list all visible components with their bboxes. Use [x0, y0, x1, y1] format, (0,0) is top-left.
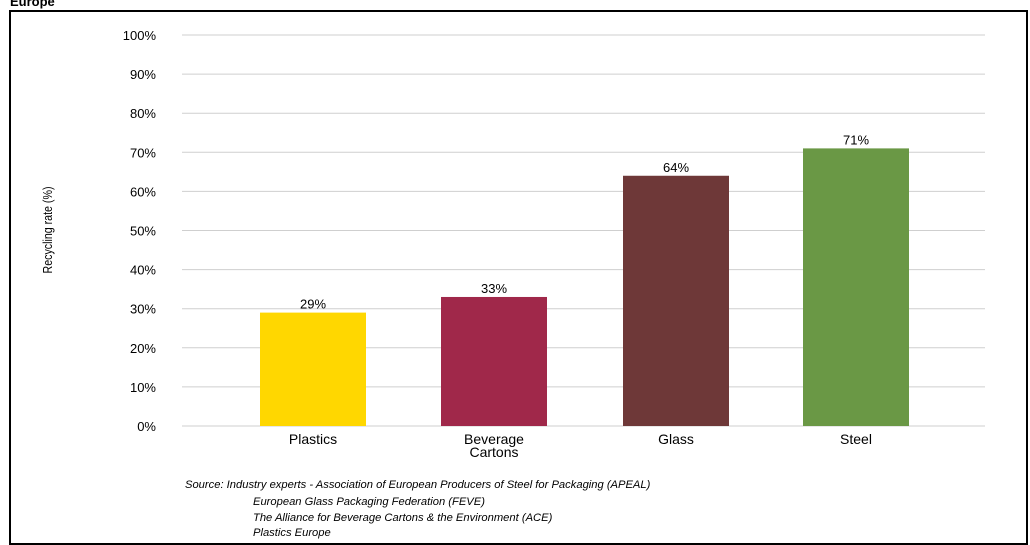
y-tick-label: 70% — [130, 145, 156, 160]
x-tick-label: Beverage — [464, 431, 524, 447]
y-tick-label: 20% — [130, 341, 156, 356]
source-line-4: Plastics Europe — [253, 527, 331, 539]
x-tick-label: Cartons — [469, 444, 518, 460]
bar — [623, 175, 729, 426]
y-tick-label: 80% — [130, 106, 156, 121]
y-tick-label: 50% — [130, 224, 156, 239]
bar-value-label: 33% — [481, 281, 507, 296]
source-line-2: European Glass Packaging Federation (FEV… — [253, 496, 485, 508]
x-tick-label: Glass — [658, 431, 694, 447]
y-axis-label: Recycling rate (%) — [40, 186, 55, 273]
chart-title: Europe — [10, 0, 55, 9]
bar-value-label: 71% — [843, 132, 869, 147]
bar — [260, 312, 366, 426]
x-tick-label: Steel — [840, 431, 872, 447]
bar-value-label: 64% — [663, 160, 689, 175]
source-line-3: The Alliance for Beverage Cartons & the … — [253, 512, 553, 524]
y-tick-label: 0% — [137, 419, 156, 434]
y-tick-label: 40% — [130, 263, 156, 278]
source-line-1: Source: Industry experts - Association o… — [185, 479, 651, 491]
y-tick-label: 90% — [130, 67, 156, 82]
bar — [803, 148, 909, 426]
bar-value-label: 29% — [300, 297, 326, 312]
y-tick-label: 10% — [130, 380, 156, 395]
y-tick-label: 100% — [123, 28, 157, 43]
x-tick-label: Plastics — [289, 431, 337, 447]
y-tick-label: 30% — [130, 302, 156, 317]
y-tick-label: 60% — [130, 184, 156, 199]
bar — [441, 296, 547, 426]
